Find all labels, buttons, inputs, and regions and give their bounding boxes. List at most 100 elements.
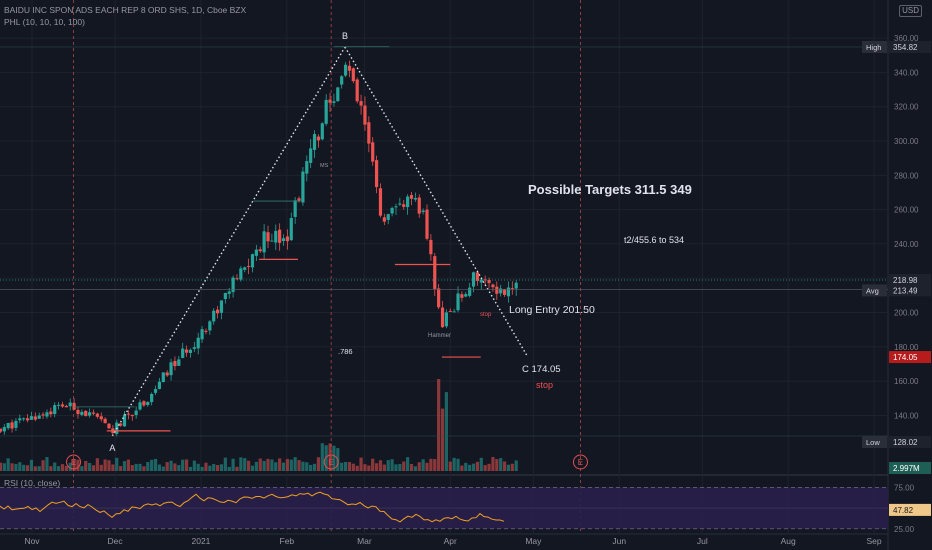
volume-bar: [84, 461, 88, 471]
low-badge-value: 128.02: [893, 438, 918, 447]
volume-bar: [448, 461, 452, 471]
candle-body: [29, 416, 34, 420]
volume-bar: [80, 466, 84, 471]
candle-body: [506, 287, 511, 297]
time-tick-label: Sep: [867, 536, 882, 546]
candle-body: [460, 294, 464, 298]
volume-bar: [293, 457, 297, 471]
volume-bar: [169, 460, 173, 471]
point-a-label: A: [109, 443, 115, 453]
volume-bar: [184, 459, 189, 471]
volume-bars: [0, 378, 518, 471]
volume-bar: [153, 458, 158, 471]
time-tick-label: Jun: [612, 536, 626, 546]
volume-bar: [247, 460, 251, 471]
candle-body: [386, 214, 390, 220]
volume-bar: [45, 457, 49, 471]
candle-body: [448, 310, 452, 312]
candle-body: [95, 413, 99, 417]
volume-bar: [119, 466, 123, 471]
volume-bar: [126, 459, 130, 471]
volume-bar: [188, 466, 193, 471]
candle-body: [491, 284, 495, 288]
volume-bar: [250, 465, 255, 471]
volume-bar: [142, 466, 146, 471]
candle-body: [247, 265, 251, 267]
candle-body: [278, 229, 282, 243]
volume-bar: [347, 462, 352, 471]
volume-bar: [499, 458, 503, 471]
chart-grid: [0, 0, 889, 550]
volume-bar: [301, 461, 305, 471]
volume-bar: [157, 464, 162, 471]
event-marker-circle: [66, 454, 82, 470]
candle-body: [18, 418, 22, 421]
candle-body: [196, 337, 200, 349]
volume-bar: [192, 460, 196, 471]
volume-bar: [173, 463, 177, 471]
candle-body: [297, 198, 301, 202]
candle-body: [103, 418, 107, 424]
volume-bar: [460, 465, 464, 471]
volume-bar: [514, 460, 518, 471]
volume-bar: [374, 463, 379, 471]
rsi-pane: [0, 487, 888, 530]
volume-bar: [324, 445, 328, 471]
candle-body: [169, 362, 173, 376]
price-tick-label: 280.00: [894, 171, 919, 180]
currency-badge[interactable]: USD: [899, 5, 922, 17]
candlestick-series: [0, 60, 518, 437]
volume-bar: [204, 462, 208, 471]
candle-body: [440, 307, 445, 328]
candle-body: [293, 200, 297, 217]
volume-bar: [475, 461, 480, 471]
low-tag-label: Low: [866, 438, 880, 447]
candle-body: [483, 279, 487, 281]
volume-bar: [219, 464, 224, 471]
candle-body: [402, 204, 406, 207]
volume-bar: [429, 458, 433, 471]
volume-bar: [274, 462, 278, 471]
volume-bar: [440, 408, 445, 471]
candle-body: [91, 412, 96, 414]
candle-body: [49, 411, 53, 415]
candle-body: [192, 347, 196, 349]
price-tick-label: 340.00: [894, 68, 919, 77]
volume-badge: [889, 462, 931, 474]
volume-bar: [471, 463, 476, 471]
volume-bar: [200, 466, 204, 471]
event-marker-label: E: [328, 458, 333, 467]
candle-body: [347, 65, 352, 71]
volume-bar: [254, 461, 258, 471]
volume-bar: [177, 465, 181, 471]
candle-body: [301, 171, 305, 203]
volume-bar: [355, 465, 359, 471]
volume-bar: [332, 445, 336, 471]
t2-annotation: t2/455.6 to 534: [624, 235, 684, 245]
volume-bar: [367, 465, 371, 471]
candle-body: [510, 288, 514, 290]
time-tick-label: May: [525, 536, 542, 546]
candle-body: [378, 188, 383, 216]
volume-bar: [146, 461, 150, 471]
candle-body: [173, 360, 177, 367]
candle-body: [289, 218, 293, 241]
price-tick-label: 360.00: [894, 34, 919, 43]
currency-label: USD: [899, 5, 922, 17]
avg-tag: [862, 284, 887, 297]
volume-bar: [340, 462, 344, 471]
volume-bar: [6, 458, 10, 471]
rsi-tick-label: 25.00: [894, 525, 915, 534]
candle-body: [88, 412, 92, 416]
volume-bar: [510, 463, 514, 471]
event-marker-circle: [572, 454, 588, 470]
volume-bar: [491, 457, 495, 471]
candle-body: [421, 210, 425, 213]
candle-body: [37, 415, 41, 419]
stop-annotation: stop: [536, 380, 553, 390]
candle-body: [340, 76, 344, 85]
candle-body: [60, 404, 65, 407]
volume-bar: [386, 460, 390, 471]
bc-leg: [344, 46, 529, 358]
